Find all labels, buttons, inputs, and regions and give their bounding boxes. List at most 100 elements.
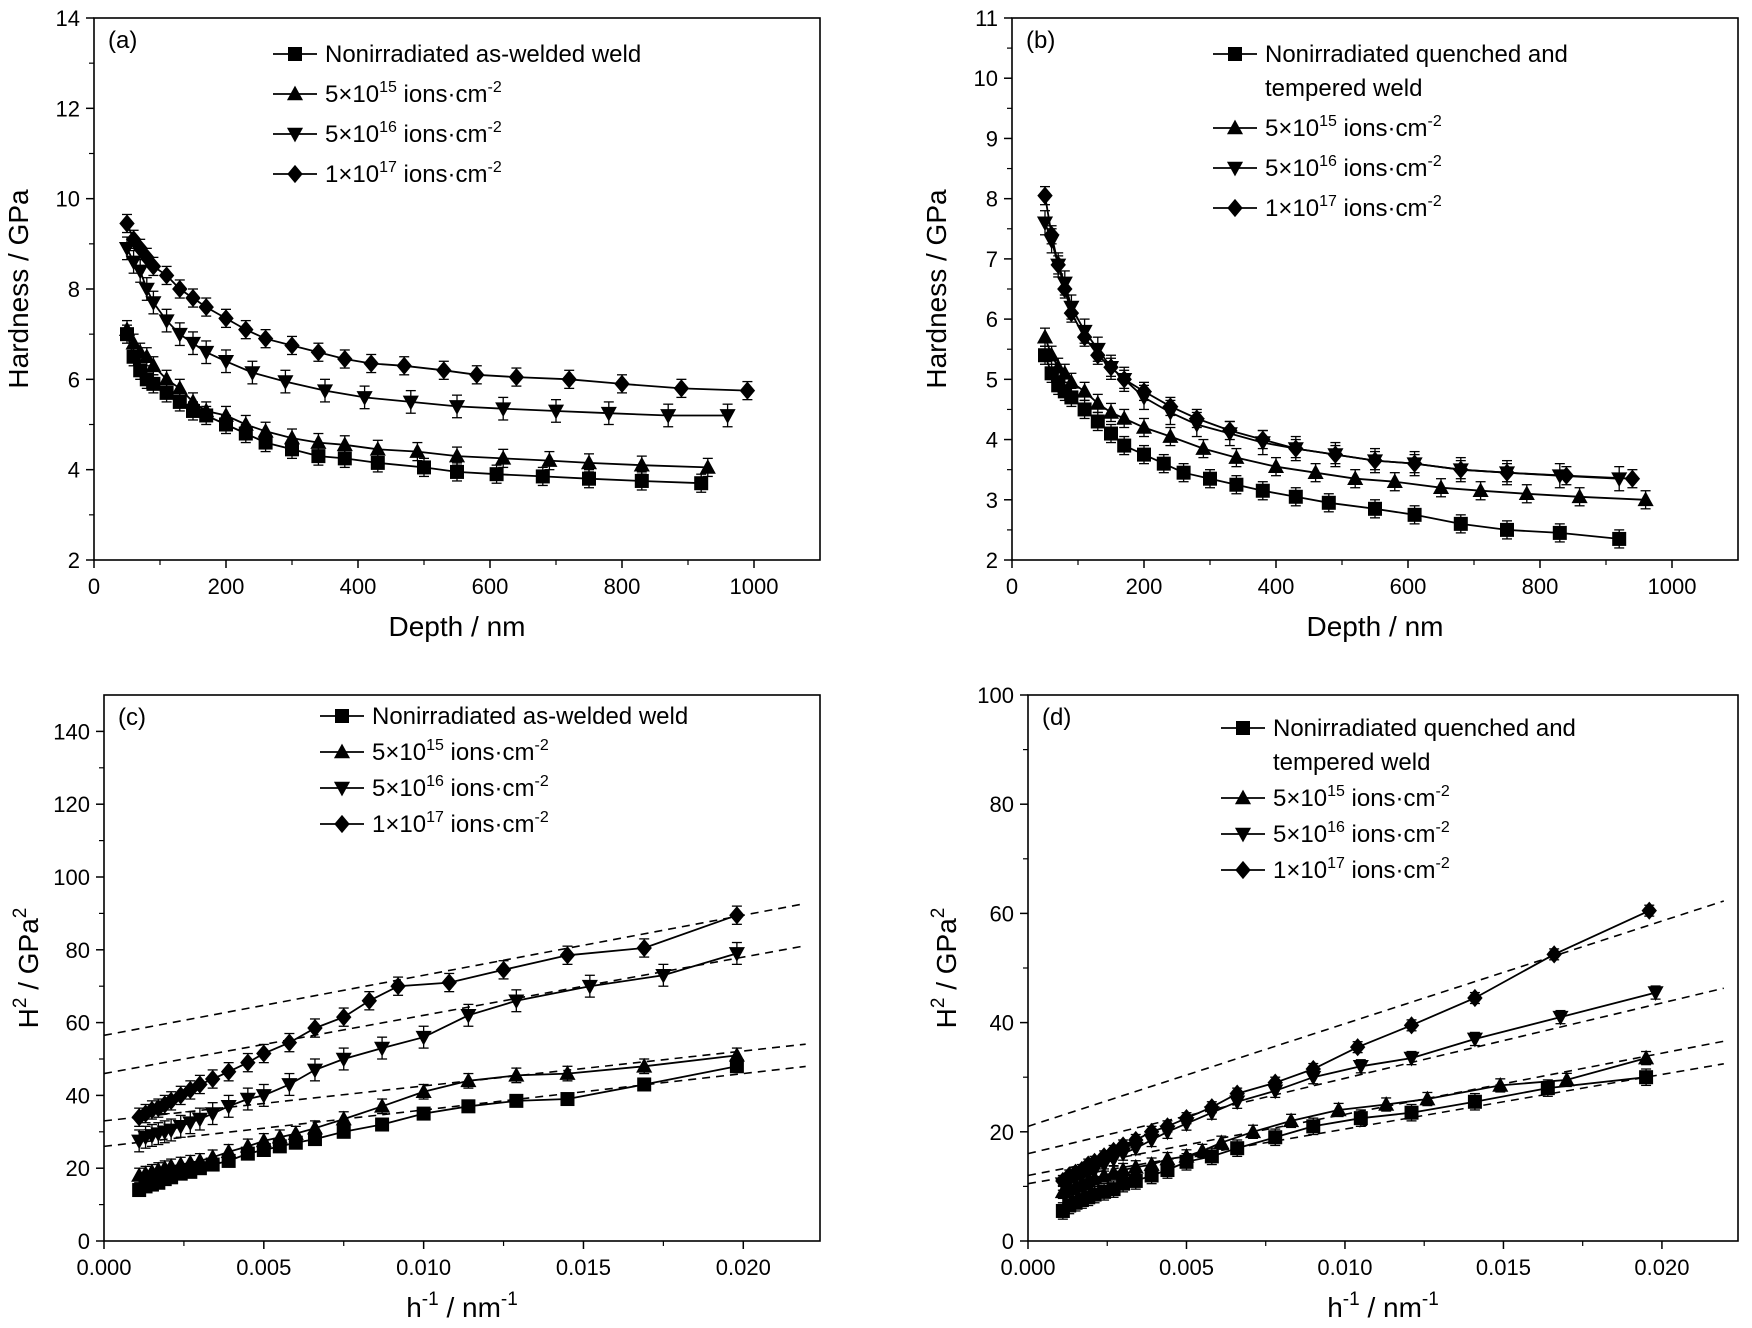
data-point	[337, 451, 352, 466]
chart-panel-c: 0.000 0.005 0.010 0.015 0.020 0 20 40 60 80 100 120…	[10, 694, 821, 1323]
data-point	[1638, 1049, 1655, 1065]
data-point	[171, 379, 188, 395]
data-point	[1102, 404, 1120, 419]
data-point	[281, 1078, 298, 1093]
data-point	[1213, 1134, 1230, 1150]
data-point	[131, 1108, 147, 1127]
data-point	[1143, 1156, 1160, 1171]
x-tick-label: 200	[1126, 574, 1163, 599]
data-point	[728, 947, 745, 962]
data-point	[145, 296, 162, 311]
legend-label: 5×1016 ions·cm-2	[1265, 153, 1442, 182]
data-point	[172, 1120, 189, 1135]
data-point	[1637, 491, 1654, 507]
data-point	[495, 960, 512, 979]
legend-label: 5×1016 ions·cm-2	[325, 119, 502, 148]
series-1	[1054, 1049, 1655, 1200]
data-point	[138, 348, 155, 364]
series-line	[1062, 991, 1656, 1185]
data-point	[1063, 373, 1080, 389]
data-point	[1267, 458, 1285, 473]
legend-marker	[333, 781, 351, 797]
legend-label: Nonirradiated quenched and	[1265, 41, 1568, 68]
data-point	[436, 361, 452, 380]
data-point	[560, 1092, 575, 1107]
data-point	[719, 409, 736, 424]
data-point	[1116, 1176, 1131, 1191]
data-point	[198, 297, 214, 317]
y-tick-label: 40	[990, 1011, 1014, 1036]
data-point	[1466, 1032, 1483, 1048]
data-point	[1558, 1071, 1575, 1087]
data-point	[1288, 439, 1304, 458]
data-point	[495, 449, 512, 465]
data-point	[311, 449, 326, 464]
legend-label: tempered weld	[1265, 75, 1422, 102]
data-point	[118, 242, 136, 257]
y-tick-label: 60	[66, 1011, 90, 1036]
data-point	[238, 320, 254, 339]
series-line	[1044, 195, 1633, 480]
data-point	[336, 1008, 352, 1027]
legend: Nonirradiated quenched and tempered weld 5…	[1221, 715, 1576, 884]
data-point	[118, 321, 136, 336]
x-axis-label: h-1 / nm-1	[1327, 1289, 1439, 1323]
legend-marker	[335, 709, 349, 723]
data-point	[145, 357, 162, 373]
series-line	[126, 247, 728, 417]
x-axis-label: h-1 / nm-1	[406, 1289, 518, 1323]
y-tick-label: 5	[986, 367, 998, 392]
y-tick-label: 20	[66, 1156, 90, 1181]
fit-line	[103, 1065, 806, 1148]
legend-marker	[286, 127, 304, 143]
legend-marker	[1227, 198, 1243, 218]
y-tick-label: 100	[977, 683, 1014, 708]
data-point	[159, 385, 174, 400]
data-point	[508, 1066, 525, 1082]
data-point	[1404, 1105, 1419, 1120]
data-point	[1255, 483, 1270, 498]
legend-marker	[287, 164, 303, 184]
data-point	[337, 349, 353, 369]
data-point	[138, 282, 155, 298]
data-point	[1116, 370, 1132, 389]
data-point	[1204, 1149, 1219, 1164]
data-point	[1624, 469, 1641, 488]
data-point	[402, 395, 419, 411]
data-point	[580, 454, 598, 470]
data-point	[1077, 402, 1092, 417]
data-point	[158, 370, 175, 386]
data-point	[509, 1093, 524, 1108]
data-point	[310, 343, 327, 362]
legend-label: 5×1016 ions·cm-2	[372, 773, 549, 802]
data-point	[1407, 507, 1422, 522]
data-point	[1178, 1147, 1195, 1163]
data-point	[1492, 1076, 1509, 1092]
data-point	[1056, 364, 1073, 380]
data-point	[460, 1072, 477, 1088]
data-point	[310, 434, 327, 449]
x-tick-label: 0.015	[1476, 1255, 1531, 1280]
data-point	[356, 391, 373, 406]
chart-panel-b: 0 200 400 600 800 1000 2 3 4 5 6 7 8 9 10 11 Depth / nm H…	[921, 6, 1739, 642]
data-point	[182, 1116, 199, 1132]
y-tick-label: 6	[986, 307, 998, 332]
data-point	[1043, 225, 1060, 244]
data-point	[1090, 414, 1105, 429]
data-point	[535, 469, 550, 484]
data-point	[1036, 328, 1054, 344]
data-point	[637, 1077, 652, 1092]
data-point	[1162, 397, 1179, 416]
data-point	[306, 1119, 324, 1135]
series-0	[1038, 345, 1627, 549]
legend-marker	[1234, 827, 1252, 843]
series-2	[1054, 985, 1664, 1193]
legend-label: 5×1015 ions·cm-2	[1265, 113, 1442, 142]
data-point	[1230, 1141, 1245, 1156]
y-axis-label: Hardness / GPa	[3, 189, 34, 389]
series-1	[131, 1046, 745, 1184]
data-point	[192, 1075, 208, 1094]
data-point	[1096, 1147, 1112, 1166]
data-point	[636, 1057, 653, 1073]
data-point	[739, 381, 756, 400]
